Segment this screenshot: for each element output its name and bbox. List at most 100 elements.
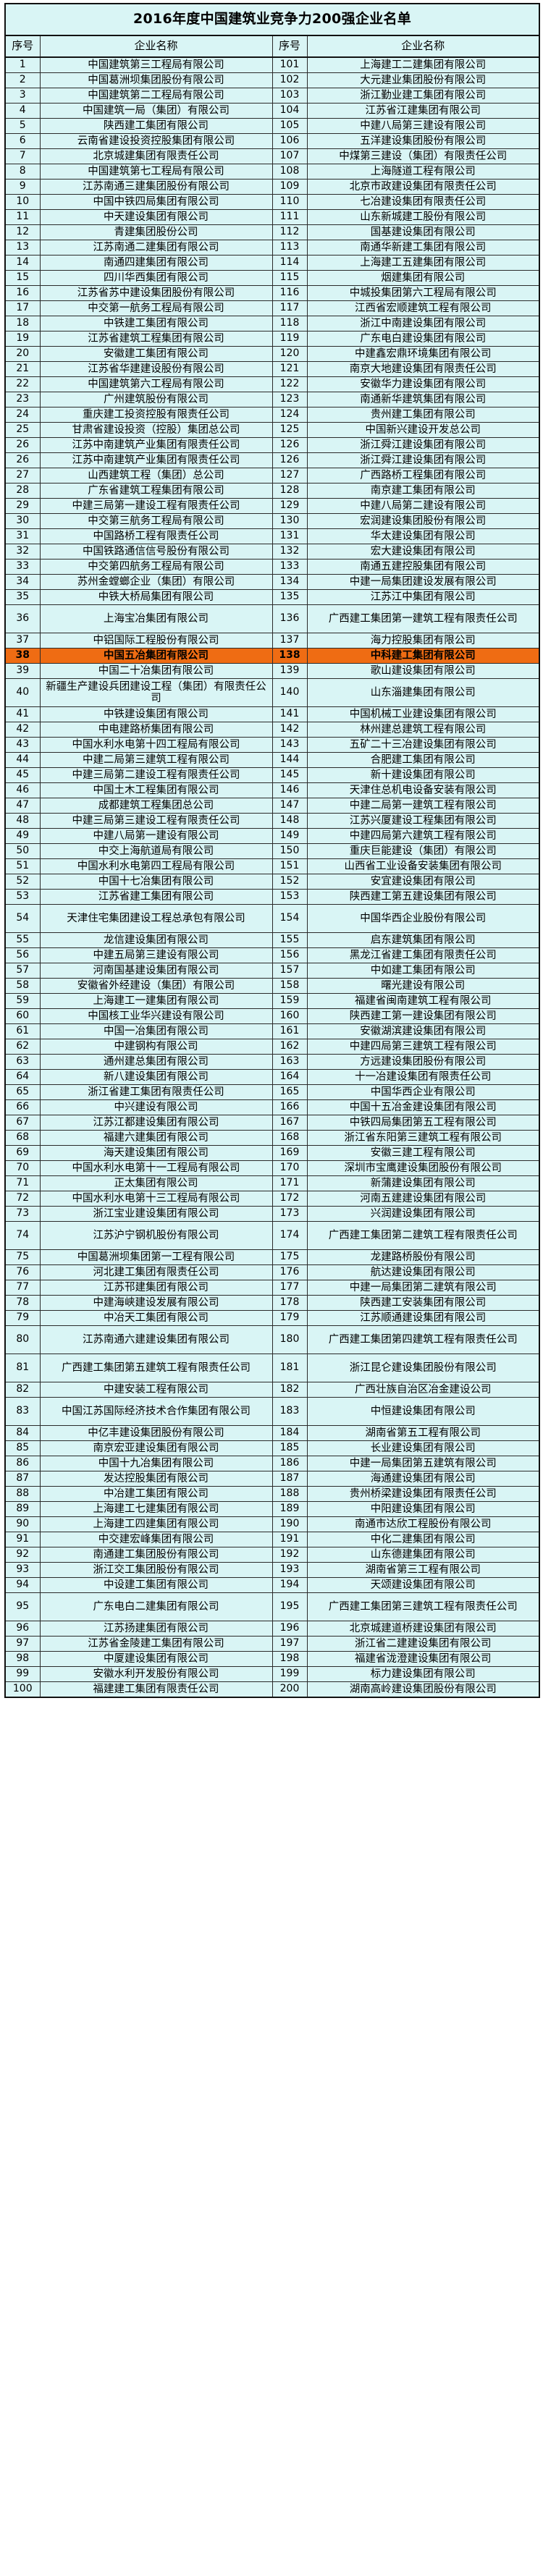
cell-rank-left: 99 <box>4 1666 41 1683</box>
cell-company-left: 安徽水利开发股份有限公司 <box>39 1666 273 1683</box>
cell-rank-right: 103 <box>272 88 308 104</box>
table-row: 68 福建六建集团有限公司 168 浙江省东阳第三建筑工程有限公司 <box>4 1130 540 1146</box>
cell-rank-right: 108 <box>272 164 308 180</box>
cell-rank-right: 200 <box>272 1681 308 1698</box>
cell-rank-right: 192 <box>272 1547 308 1563</box>
cell-rank-right: 187 <box>272 1471 308 1487</box>
cell-company-right: 龙建路桥股份有限公司 <box>306 1249 540 1266</box>
cell-company-right: 江苏兴厦建设工程集团有限公司 <box>306 813 540 829</box>
cell-rank-right: 126 <box>272 452 308 469</box>
table-row: 67 江苏江都建设集团有限公司 167 中铁四局集团第五工程有限公司 <box>4 1115 540 1131</box>
cell-company-right: 上海建工二建集团有限公司 <box>306 56 540 74</box>
cell-company-right: 十一冶建设集团有限责任公司 <box>306 1069 540 1086</box>
cell-rank-right: 163 <box>272 1054 308 1070</box>
cell-company-right: 山西省工业设备安装集团有限公司 <box>306 858 540 875</box>
cell-company-left: 广西建工集团第五建筑工程有限责任公司 <box>39 1354 273 1383</box>
table-row: 45 中建三局第二建设工程有限责任公司 145 新十建设集团有限公司 <box>4 767 540 784</box>
cell-rank-left: 7 <box>4 148 41 165</box>
cell-rank-left: 11 <box>4 209 41 226</box>
table-row: 37 中铝国际工程股份有限公司 137 海力控股集团有限公司 <box>4 633 540 649</box>
cell-rank-right: 186 <box>272 1456 308 1472</box>
table-row: 11 中天建设集团有限公司 111 山东新城建工股份有限公司 <box>4 209 540 226</box>
cell-company-right: 陕西建工安装集团有限公司 <box>306 1295 540 1312</box>
table-row: 63 通州建总集团有限公司 163 方远建设集团股份有限公司 <box>4 1054 540 1070</box>
cell-company-left: 上海建工七建集团有限公司 <box>39 1501 273 1518</box>
cell-rank-left: 27 <box>4 468 41 484</box>
cell-company-left: 广东电白二建集团有限公司 <box>39 1592 273 1622</box>
cell-company-left: 江苏邗建集团有限公司 <box>39 1280 273 1296</box>
cell-rank-left: 42 <box>4 722 41 738</box>
cell-company-right: 广西建工集团第三建筑工程有限责任公司 <box>306 1592 540 1622</box>
cell-company-left: 上海建工四建集团有限公司 <box>39 1516 273 1533</box>
cell-rank-left: 86 <box>4 1456 41 1472</box>
cell-company-left: 江苏南通三建集团股份有限公司 <box>39 179 273 195</box>
table-row: 78 中建海峡建设发展有限公司 178 陕西建工安装集团有限公司 <box>4 1295 540 1312</box>
table-row: 81 广西建工集团第五建筑工程有限责任公司 181 浙江昆仑建设集团股份有限公司 <box>4 1354 540 1383</box>
column-header-company-left: 企业名称 <box>39 35 273 59</box>
table-row: 24 重庆建工投资控股有限责任公司 124 贵州建工集团有限公司 <box>4 407 540 423</box>
cell-company-right: 浙江省二建建设集团有限公司 <box>306 1636 540 1652</box>
cell-rank-right: 125 <box>272 422 308 439</box>
cell-company-right: 浙江省东阳第三建筑工程有限公司 <box>306 1130 540 1146</box>
cell-company-left: 重庆建工投资控股有限责任公司 <box>39 407 273 423</box>
cell-rank-left: 10 <box>4 194 41 211</box>
rank-table: 2016年度中国建筑业竞争力200强企业名单 序号 企业名称 序号 企业名称 1… <box>4 2 541 1699</box>
cell-rank-left: 12 <box>4 224 41 241</box>
table-row: 79 中冶天工集团有限公司 179 江苏顺通建设集团有限公司 <box>4 1310 540 1327</box>
cell-rank-right: 181 <box>272 1354 308 1383</box>
cell-rank-right: 116 <box>272 285 308 302</box>
table-row: 87 发达控股集团有限公司 187 海通建设集团有限公司 <box>4 1471 540 1487</box>
cell-rank-right: 104 <box>272 103 308 119</box>
cell-company-left: 南通建工集团股份有限公司 <box>39 1547 273 1563</box>
table-row: 44 中建二局第三建筑工程有限公司 144 合肥建工集团有限公司 <box>4 752 540 769</box>
cell-rank-right: 142 <box>272 722 308 738</box>
table-row: 66 中兴建设有限公司 166 中国十五冶金建设集团有限公司 <box>4 1099 540 1116</box>
table-row: 30 中交第三航务工程局有限公司 130 宏润建设集团股份有限公司 <box>4 513 540 530</box>
cell-rank-left: 77 <box>4 1280 41 1296</box>
cell-company-left: 河北建工集团有限责任公司 <box>39 1264 273 1281</box>
cell-company-right: 中建四局第六建筑工程有限公司 <box>306 828 540 845</box>
cell-rank-left: 15 <box>4 270 41 287</box>
cell-rank-left: 18 <box>4 316 41 332</box>
cell-company-left: 四川华西集团有限公司 <box>39 270 273 287</box>
spreadsheet-sheet: 2016年度中国建筑业竞争力200强企业名单 序号 企业名称 序号 企业名称 1… <box>4 2 541 1699</box>
table-row: 27 山西建筑工程（集团）总公司 127 广西路桥工程集团有限公司 <box>4 468 540 484</box>
cell-company-right: 贵州桥梁建设集团有限责任公司 <box>306 1486 540 1503</box>
cell-company-left: 中交第一航务工程局有限公司 <box>39 300 273 317</box>
cell-company-right: 中建一局集团第五建筑有限公司 <box>306 1456 540 1472</box>
cell-company-left: 中国葛洲坝集团股份有限公司 <box>39 72 273 89</box>
table-row: 1 中国建筑第三工程局有限公司 101 上海建工二建集团有限公司 <box>4 56 540 74</box>
table-row: 83 中国江苏国际经济技术合作集团有限公司 183 中恒建设集团有限公司 <box>4 1397 540 1427</box>
cell-company-left: 中建三局第三建设工程有限责任公司 <box>39 813 273 829</box>
cell-company-right: 中建四局第三建筑工程有限公司 <box>306 1039 540 1055</box>
cell-company-left: 中建海峡建设发展有限公司 <box>39 1295 273 1312</box>
cell-rank-left: 61 <box>4 1023 41 1040</box>
cell-company-left: 安徽建工集团有限公司 <box>39 346 273 363</box>
cell-company-right: 安宜建设集团有限公司 <box>306 874 540 890</box>
table-row: 28 广东省建筑工程集团有限公司 128 南京建工集团有限公司 <box>4 483 540 499</box>
cell-rank-right: 153 <box>272 889 308 905</box>
cell-rank-left: 29 <box>4 498 41 515</box>
cell-company-right: 五矿二十三冶建设集团有限公司 <box>306 737 540 753</box>
cell-rank-left: 46 <box>4 782 41 799</box>
cell-company-left: 广州建筑股份有限公司 <box>39 392 273 408</box>
cell-rank-left: 41 <box>4 706 41 723</box>
cell-rank-left: 22 <box>4 376 41 393</box>
cell-rank-right: 189 <box>272 1501 308 1518</box>
cell-rank-left: 88 <box>4 1486 41 1503</box>
cell-rank-left: 19 <box>4 331 41 347</box>
cell-company-left: 江苏中南建筑产业集团有限责任公司 <box>39 452 273 469</box>
cell-rank-left: 80 <box>4 1325 41 1355</box>
cell-rank-right: 119 <box>272 331 308 347</box>
cell-rank-right: 139 <box>272 663 308 680</box>
cell-rank-left: 32 <box>4 544 41 560</box>
cell-rank-right: 173 <box>272 1206 308 1222</box>
cell-company-right: 湖南省第五工程有限公司 <box>306 1425 540 1442</box>
cell-rank-left: 14 <box>4 255 41 271</box>
cell-company-left: 江苏省建筑工程集团有限公司 <box>39 331 273 347</box>
column-header-rank-left: 序号 <box>4 35 41 59</box>
cell-company-left: 甘肃省建设投资（控股）集团总公司 <box>39 422 273 439</box>
cell-rank-right: 155 <box>272 932 308 949</box>
cell-company-right: 海通建设集团有限公司 <box>306 1471 540 1487</box>
cell-company-left: 江苏省金陵建工集团有限公司 <box>39 1636 273 1652</box>
